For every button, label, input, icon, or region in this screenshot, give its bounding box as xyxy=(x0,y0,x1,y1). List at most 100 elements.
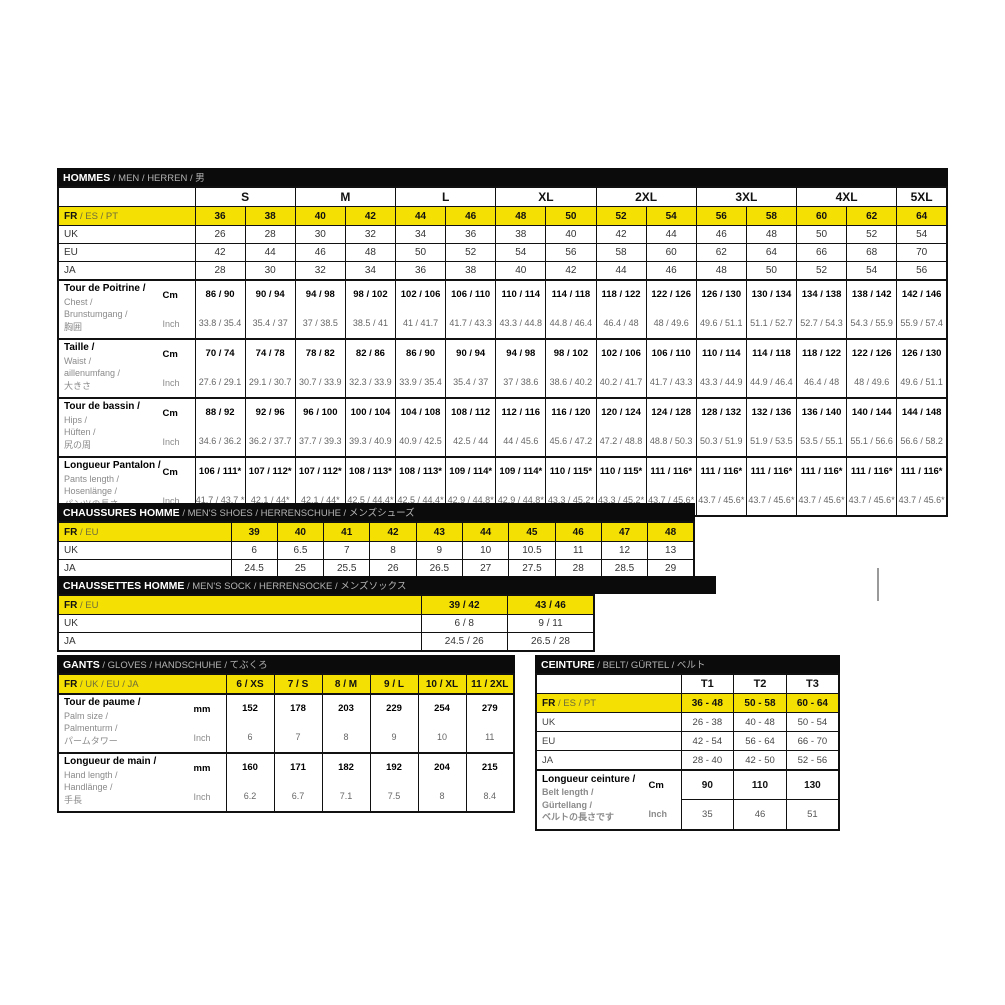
men-measure-0-cm-value: 142 / 146 xyxy=(901,289,942,300)
region-value: 66 - 70 xyxy=(785,731,840,751)
men-measure-1-cell: 94 / 98 37 / 38.6 xyxy=(495,338,547,399)
men-measure-0-cell: 114 / 118 44.8 / 46.4 xyxy=(545,279,597,340)
men-measure-3-inch-value: 43.7 / 45.6* xyxy=(848,495,895,505)
region-label: EU xyxy=(535,731,682,751)
men-measure-0-inch-value: 43.3 / 44.8 xyxy=(499,318,543,328)
men-measure-1-inch-value: 27.6 / 29.1 xyxy=(198,377,242,387)
shoes-header-value: 40 xyxy=(276,521,325,542)
gloves-measure-0-cell: 279 11 xyxy=(465,693,515,754)
region-value: 34 xyxy=(394,225,447,244)
men-fr-label-bold: FR xyxy=(64,210,78,222)
gloves-measure-0-cm-value: 229 xyxy=(386,703,402,714)
men-measure-0-label-line: Chest / xyxy=(64,296,93,307)
men-measure-1-cm-value: 82 / 86 xyxy=(355,348,385,359)
men-shoes-section: CHAUSSURES HOMME / MEN'S SHOES / HERRENS… xyxy=(57,503,695,579)
men-fr-row: FR / ES / PT 36 38 40 42 44 46 48 50 52 54 56 58 60 62… xyxy=(57,206,948,226)
men-measure-0-cm-value: 86 / 90 xyxy=(205,289,235,300)
region-value: 11 xyxy=(554,541,602,560)
gloves-measure-0-cm-value: 178 xyxy=(290,703,306,714)
men-fr-label-rest: / ES / PT xyxy=(77,210,118,222)
region-value: 28 xyxy=(244,225,296,244)
region-value: 42 xyxy=(595,225,647,244)
men-measure-0-cell: 106 / 110 41.7 / 43.3 xyxy=(445,279,497,340)
men-measure-0-cell: 118 / 122 46.4 / 48 xyxy=(595,279,647,340)
region-label: EU xyxy=(57,243,196,262)
men-measure-0-inch-value: 48 / 49.6 xyxy=(653,318,689,328)
men-measure-2-inch-value: 39.3 / 40.9 xyxy=(349,436,392,446)
shoes-header-label-bold: FR xyxy=(64,526,78,538)
gloves-measure-1-cm-value: 215 xyxy=(481,762,498,773)
region-value: 9 / 11 xyxy=(507,614,595,633)
belt-length-cm: 130 xyxy=(785,769,840,800)
gloves-measure-1-cm-value: 192 xyxy=(386,762,402,773)
size-group-cell: M xyxy=(294,186,397,207)
men-measure-2-cm-value: 140 / 144 xyxy=(851,407,892,418)
belt-length-label: Longueur ceinture / Belt length / Gürtella… xyxy=(535,769,682,831)
region-value: 46 xyxy=(294,243,346,262)
socks-region-row: JA 24.5 / 26 26.5 / 28 xyxy=(57,632,595,652)
gloves-measure-0-label-line: パームタワー xyxy=(64,735,118,746)
men-measure-0-cell: 126 / 130 49.6 / 51.1 xyxy=(695,279,747,340)
gloves-measure-1-cm-value: 182 xyxy=(338,762,354,773)
size-group-cell: XL xyxy=(495,186,597,207)
socks-header-label-rest: / EU xyxy=(77,599,99,611)
gloves-measure-0-label: Tour de paume / Palm size / Palmenturm / パー… xyxy=(57,693,227,754)
region-value: 34 xyxy=(344,261,397,281)
men-region-row: EU 42 44 46 48 50 52 54 56 58 60 62 64 66 68 70 xyxy=(57,243,948,262)
gloves-measure-1-inch-value: 6.7 xyxy=(291,791,305,801)
men-measure-2-label-line: Tour de bassin / xyxy=(64,401,140,412)
belt-table: T1 T2 T3 FR / ES / PT 36 - 48 50 - 58 60 - 64 U… xyxy=(535,673,840,831)
gloves-measure-0-label-line: Palmenturm / xyxy=(64,723,118,733)
men-measure-3-inch-value: 43.7 / 45.6* xyxy=(898,495,945,505)
size-group-cell: S xyxy=(194,186,296,207)
socks-header-value: 39 / 42 xyxy=(420,594,508,615)
region-value: 50 - 54 xyxy=(785,712,840,732)
men-measure-2-cm-value: 132 / 136 xyxy=(751,407,792,418)
men-measure-3-label-line: Hosenlänge / xyxy=(64,486,118,496)
men-measure-3-cell: 111 / 116* 43.7 / 45.6* xyxy=(846,456,898,517)
socks-header-label-bold: FR xyxy=(64,599,78,611)
men-measure-2-cell: 128 / 132 50.3 / 51.9 xyxy=(695,397,747,458)
gloves-measure-0-cm-value: 203 xyxy=(338,703,354,714)
men-measure-1-cell: 90 / 94 35.4 / 37 xyxy=(445,338,497,399)
region-value: 46 xyxy=(645,261,697,281)
region-label: UK xyxy=(535,712,682,732)
men-measure-3-cell: 111 / 116* 43.7 / 45.6* xyxy=(896,456,948,517)
region-value: 44 xyxy=(244,243,296,262)
men-measure-3-inch-value: 43.3 / 45.2* xyxy=(547,495,594,505)
men-measure-0-unit-top: Cm xyxy=(162,289,178,301)
men-measure-1-cm-value: 110 / 114 xyxy=(702,348,741,359)
fr-size-value: 52 xyxy=(595,206,647,226)
region-value: 6 xyxy=(230,541,278,560)
belt-region-row: JA 28 - 40 42 - 50 52 - 56 xyxy=(535,750,840,771)
gloves-measure-1-inch-value: 8 xyxy=(439,791,445,801)
shoes-header-value: 47 xyxy=(600,521,649,542)
socks-header-value: 43 / 46 xyxy=(507,594,595,615)
men-measure-1-inch-value: 29.1 / 30.7 xyxy=(248,377,292,387)
region-label: JA xyxy=(57,261,196,281)
men-measure-2-cell: 124 / 128 48.8 / 50.3 xyxy=(645,397,697,458)
gloves-section: GANTS / GLOVES / HANDSCHUHE / てぶくろ FR / U… xyxy=(57,655,515,813)
region-value: 36 xyxy=(394,261,447,281)
men-measure-1-cm-value: 78 / 82 xyxy=(305,348,335,359)
men-measure-0-cm-value: 102 / 106 xyxy=(400,289,441,300)
men-measure-3-unit-top: Cm xyxy=(162,466,178,478)
men-measure-1-label-line: 大きさ xyxy=(64,380,92,391)
men-measure-0-cell: 134 / 138 52.7 / 54.3 xyxy=(795,279,848,340)
gloves-measure-1-inch-value: 6.2 xyxy=(243,791,257,801)
men-measure-0-inch-value: 49.6 / 51.1 xyxy=(700,318,743,328)
gloves-measure-1-cell: 204 8 xyxy=(417,752,467,813)
men-measure-0-cell: 110 / 114 43.3 / 44.8 xyxy=(495,279,547,340)
men-measure-1-cell: 106 / 110 41.7 / 43.3 xyxy=(645,338,697,399)
men-measure-0-label: Tour de Poitrine / Chest / Brunstumgang / 胸… xyxy=(57,279,196,340)
men-measure-0-cm-value: 106 / 110 xyxy=(451,289,491,300)
men-measure-2-cell: 100 / 104 39.3 / 40.9 xyxy=(344,397,397,458)
men-measure-3-unit-bottom: Inch xyxy=(162,495,180,506)
region-value: 38 xyxy=(495,225,547,244)
belt-col-header: T3 xyxy=(785,673,840,694)
men-measure-3-cm-value: 110 / 115* xyxy=(599,466,643,477)
men-measure-0-cm-value: 90 / 94 xyxy=(255,289,285,300)
region-value: 64 xyxy=(745,243,798,262)
region-value: 50 xyxy=(745,261,798,281)
